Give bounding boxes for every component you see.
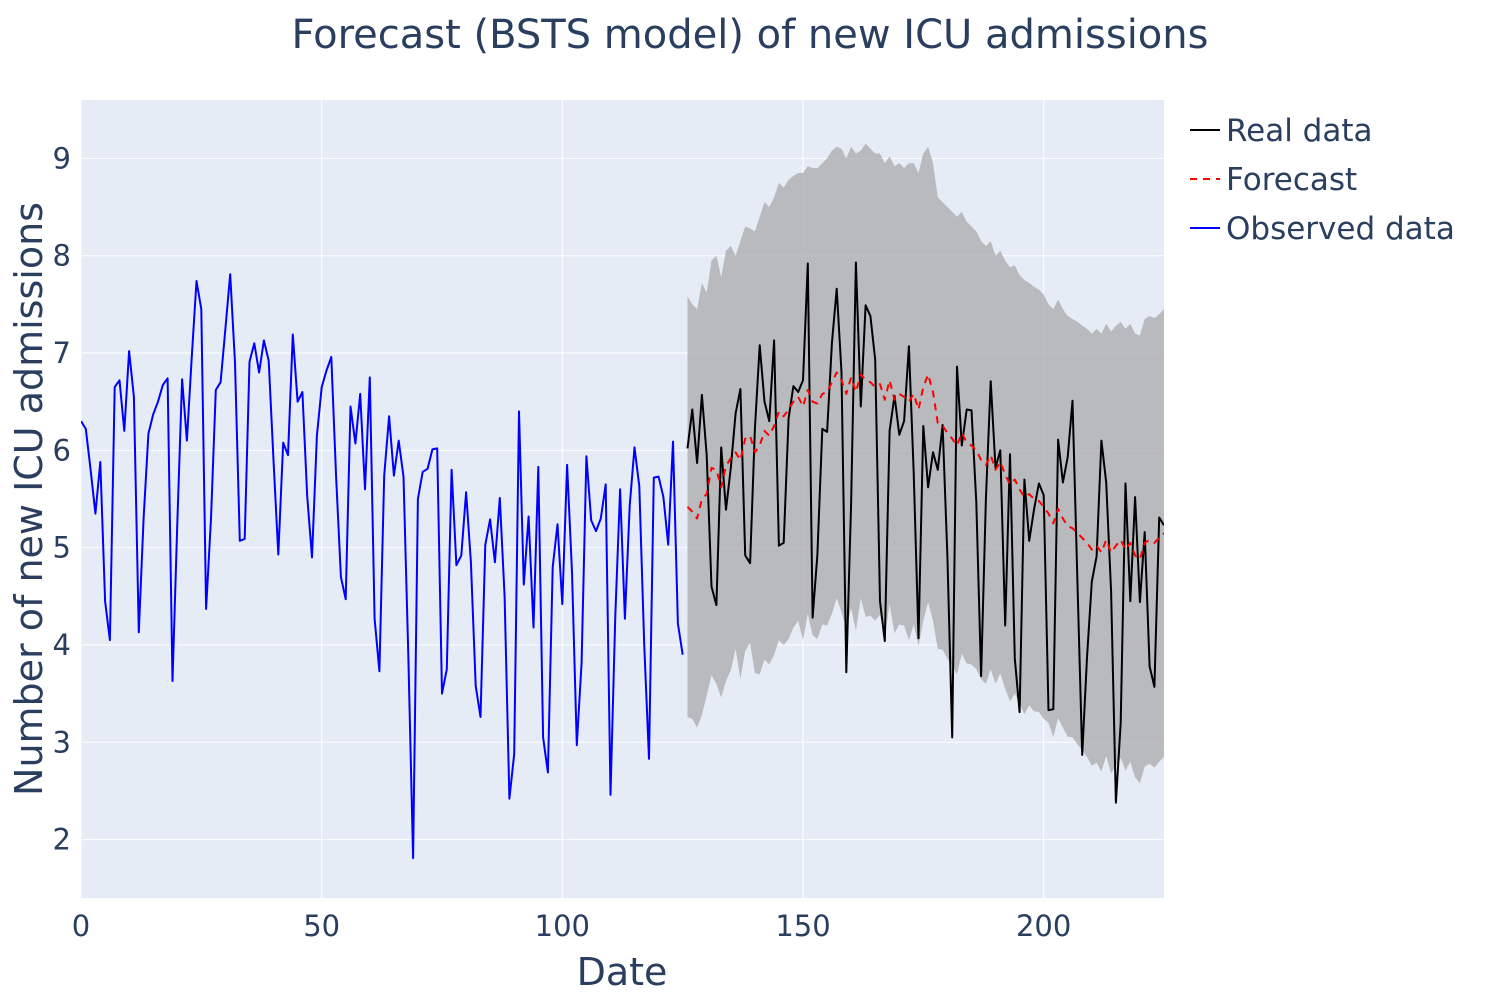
- chart-title: Forecast (BSTS model) of new ICU admissi…: [292, 12, 1209, 58]
- legend-label: Observed data: [1226, 211, 1455, 247]
- legend: Real data Forecast Observed data: [1190, 113, 1455, 247]
- observed-data-line: [81, 273, 684, 860]
- plot-area: [81, 143, 1164, 860]
- x-axis-title: Date: [577, 950, 668, 994]
- y-axis-ticks: 2 3 4 5 6 7 8 9: [53, 141, 71, 856]
- x-axis-ticks: 0 50 100 150 200: [72, 909, 1072, 943]
- y-tick-label: 6: [53, 433, 71, 467]
- forecast-line: [686, 371, 1164, 561]
- y-tick-label: 7: [53, 336, 71, 370]
- x-tick-label: 200: [1016, 909, 1071, 943]
- real-data-line: [686, 261, 1164, 804]
- legend-label: Forecast: [1226, 162, 1357, 198]
- x-tick-label: 100: [535, 909, 590, 943]
- y-tick-label: 9: [53, 141, 71, 175]
- x-tick-label: 0: [72, 909, 90, 943]
- y-axis-title: Number of new ICU admissions: [7, 202, 51, 796]
- x-tick-label: 150: [775, 909, 830, 943]
- y-tick-label: 5: [53, 531, 71, 565]
- x-tick-label: 50: [303, 909, 340, 943]
- y-tick-label: 8: [53, 239, 71, 273]
- y-tick-label: 4: [53, 628, 71, 662]
- y-tick-label: 2: [53, 823, 71, 857]
- y-tick-label: 3: [53, 725, 71, 759]
- legend-label: Real data: [1226, 113, 1373, 149]
